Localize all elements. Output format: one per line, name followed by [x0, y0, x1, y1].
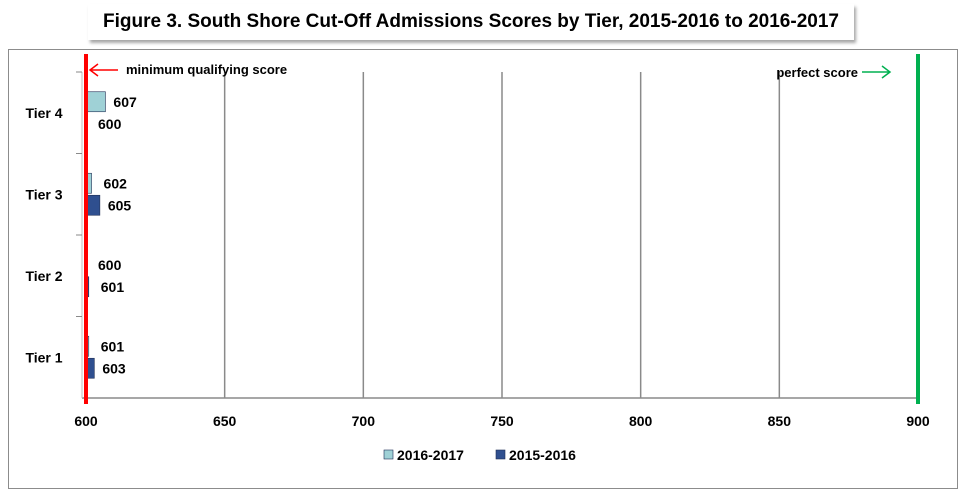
- reference-label: minimum qualifying score: [126, 62, 287, 77]
- bar-2016-2017: [85, 91, 106, 113]
- data-label: 603: [102, 360, 126, 376]
- bar-2015-2016: [85, 194, 101, 216]
- left-arrow-icon: [88, 63, 118, 77]
- y-tick-label: Tier 3: [25, 186, 62, 202]
- x-tick-label: 900: [906, 413, 930, 429]
- x-tick-label: 650: [213, 413, 237, 429]
- legend-swatch: [383, 449, 394, 460]
- data-label: 601: [101, 338, 125, 354]
- x-tick-label: 600: [74, 413, 98, 429]
- data-label: 602: [104, 175, 128, 191]
- x-tick-label: 700: [352, 413, 376, 429]
- y-tick-label: Tier 4: [25, 105, 62, 121]
- data-label: 605: [108, 197, 132, 213]
- chart-title: Figure 3. South Shore Cut-Off Admissions…: [88, 4, 854, 40]
- legend-swatch: [495, 449, 506, 460]
- reference-label: perfect score: [776, 65, 858, 80]
- data-label: 600: [98, 116, 122, 132]
- data-label: 601: [101, 279, 125, 295]
- y-tick-label: Tier 2: [25, 268, 62, 284]
- chart-frame: [8, 49, 958, 489]
- legend-label: 2015-2016: [509, 447, 576, 463]
- data-label: 607: [113, 94, 137, 110]
- legend-label: 2016-2017: [397, 447, 464, 463]
- y-tick-label: Tier 1: [25, 349, 62, 365]
- x-tick-label: 850: [768, 413, 792, 429]
- x-tick-label: 800: [629, 413, 653, 429]
- data-label: 600: [98, 257, 122, 273]
- right-arrow-icon: [862, 65, 892, 79]
- x-tick-label: 750: [490, 413, 514, 429]
